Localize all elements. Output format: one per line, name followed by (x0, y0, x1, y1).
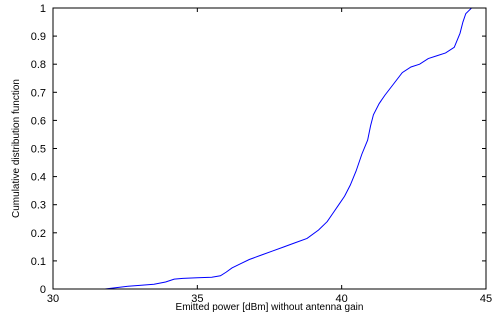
x-tick-label: 35 (191, 293, 203, 305)
y-tick-label: 0.5 (31, 144, 46, 156)
y-tick-label: 0.4 (31, 172, 46, 184)
y-axis-label: Cumulative distribution function (11, 79, 22, 218)
y-tick-label: 0.6 (31, 115, 46, 127)
y-tick-label: 0.7 (31, 87, 46, 99)
x-tick-labels: 30 35 40 45 (47, 293, 492, 305)
ticks-layer (52, 7, 487, 290)
y-tick-label: 0.9 (31, 31, 46, 43)
x-axis-label: Emitted power [dBm] without antenna gain (176, 302, 364, 313)
plot-frame (52, 7, 487, 290)
x-tick-label: 30 (47, 293, 59, 305)
y-tick-label: 0 (40, 284, 46, 296)
y-tick-label: 0.8 (31, 59, 46, 71)
x-tick-label: 45 (480, 293, 492, 305)
y-tick-label: 0.3 (31, 200, 46, 212)
y-tick-labels: 0 0.1 0.2 0.3 0.4 0.5 0.6 0.7 0.8 0.9 1 (31, 3, 46, 296)
y-tick-label: 1 (40, 3, 46, 15)
x-tick-label: 40 (336, 293, 348, 305)
y-tick-label: 0.2 (31, 228, 46, 240)
y-tick-label: 0.1 (31, 256, 46, 268)
cdf-line (104, 7, 478, 290)
